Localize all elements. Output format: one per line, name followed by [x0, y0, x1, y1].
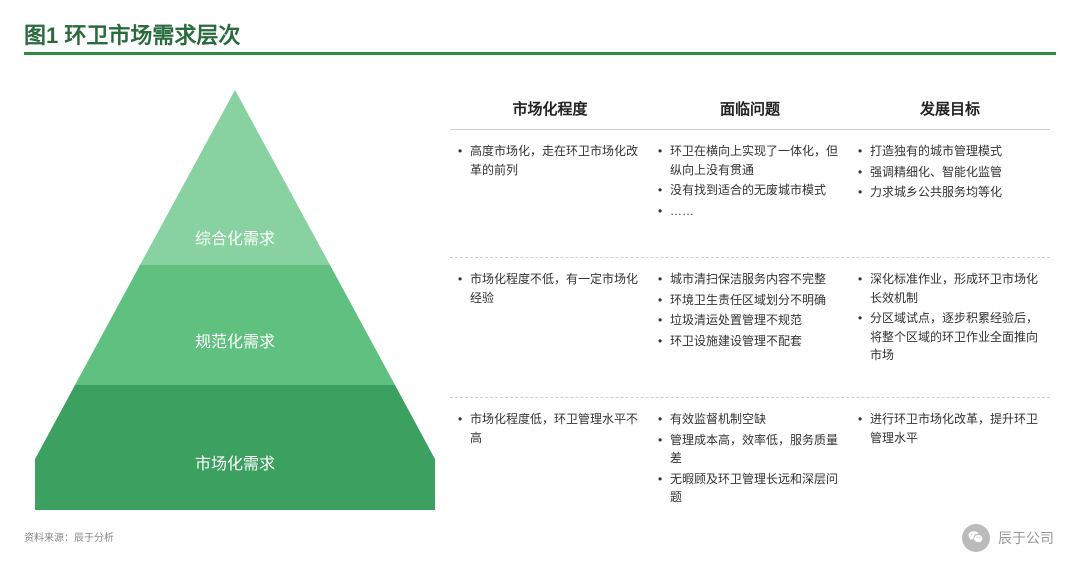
list-item: 环卫设施建设管理不配套	[656, 332, 842, 351]
figure-title: 图1 环卫市场需求层次	[24, 18, 240, 50]
pyramid-svg	[35, 90, 435, 510]
table-header-col0: 市场化程度	[450, 90, 650, 129]
list-item: 管理成本高，效率低，服务质量差	[656, 431, 842, 468]
list-item: 无暇顾及环卫管理长远和深层问题	[656, 470, 842, 507]
list-item: 环境卫生责任区域划分不明确	[656, 291, 842, 310]
table-header-col1: 面临问题	[650, 90, 850, 129]
pyramid-label-bottom: 市场化需求	[195, 450, 275, 474]
list-item: 没有找到适合的无废城市模式	[656, 181, 842, 200]
list-item: 打造独有的城市管理模式	[856, 142, 1042, 161]
wechat-icon	[962, 524, 990, 552]
table-row: 高度市场化，走在环卫市场化改革的前列环卫在横向上实现了一体化，但纵向上没有贯通没…	[450, 130, 1050, 258]
table-body: 高度市场化，走在环卫市场化改革的前列环卫在横向上实现了一体化，但纵向上没有贯通没…	[450, 130, 1050, 521]
pyramid-layer-middle	[75, 265, 395, 385]
watermark: 辰于公司	[962, 524, 1054, 552]
list-item: 分区域试点，逐步积累经验后，将整个区域的环卫作业全面推向市场	[856, 309, 1042, 365]
table-cell: 打造独有的城市管理模式强调精细化、智能化监管力求城乡公共服务均等化	[850, 130, 1050, 257]
list-item: 力求城乡公共服务均等化	[856, 183, 1042, 202]
pyramid-layer-bottom	[35, 385, 435, 510]
source-citation: 资料来源：辰于分析	[24, 529, 114, 544]
list-item: 环卫在横向上实现了一体化，但纵向上没有贯通	[656, 142, 842, 179]
list-item: 高度市场化，走在环卫市场化改革的前列	[456, 142, 642, 179]
watermark-text: 辰于公司	[998, 528, 1054, 548]
list-item: ……	[656, 202, 842, 221]
list-item: 强调精细化、智能化监管	[856, 163, 1042, 182]
table-cell: 进行环卫市场化改革，提升环卫管理水平	[850, 398, 1050, 521]
table-cell: 环卫在横向上实现了一体化，但纵向上没有贯通没有找到适合的无废城市模式 ……	[650, 130, 850, 257]
table-row: 市场化程度不低，有一定市场化经验城市清扫保洁服务内容不完整环境卫生责任区域划分不…	[450, 258, 1050, 398]
table-header-row: 市场化程度 面临问题 发展目标	[450, 90, 1050, 130]
title-underline	[24, 52, 1056, 55]
comparison-table: 市场化程度 面临问题 发展目标 高度市场化，走在环卫市场化改革的前列环卫在横向上…	[450, 90, 1050, 520]
list-item: 有效监督机制空缺	[656, 410, 842, 429]
list-item: 城市清扫保洁服务内容不完整	[656, 270, 842, 289]
table-row: 市场化程度低，环卫管理水平不高有效监督机制空缺管理成本高，效率低，服务质量差无暇…	[450, 398, 1050, 521]
table-cell: 深化标准作业，形成环卫市场化长效机制分区域试点，逐步积累经验后，将整个区域的环卫…	[850, 258, 1050, 397]
table-cell: 高度市场化，走在环卫市场化改革的前列	[450, 130, 650, 257]
list-item: 深化标准作业，形成环卫市场化长效机制	[856, 270, 1042, 307]
pyramid-label-middle: 规范化需求	[195, 328, 275, 352]
table-header-col2: 发展目标	[850, 90, 1050, 129]
table-cell: 市场化程度低，环卫管理水平不高	[450, 398, 650, 521]
list-item: 市场化程度低，环卫管理水平不高	[456, 410, 642, 447]
table-cell: 城市清扫保洁服务内容不完整环境卫生责任区域划分不明确垃圾清运处置管理不规范环卫设…	[650, 258, 850, 397]
list-item: 进行环卫市场化改革，提升环卫管理水平	[856, 410, 1042, 447]
pyramid-label-top: 综合化需求	[195, 225, 275, 249]
list-item: 市场化程度不低，有一定市场化经验	[456, 270, 642, 307]
table-cell: 市场化程度不低，有一定市场化经验	[450, 258, 650, 397]
pyramid-diagram: 综合化需求 规范化需求 市场化需求	[35, 90, 435, 510]
table-cell: 有效监督机制空缺管理成本高，效率低，服务质量差无暇顾及环卫管理长远和深层问题	[650, 398, 850, 521]
list-item: 垃圾清运处置管理不规范	[656, 311, 842, 330]
